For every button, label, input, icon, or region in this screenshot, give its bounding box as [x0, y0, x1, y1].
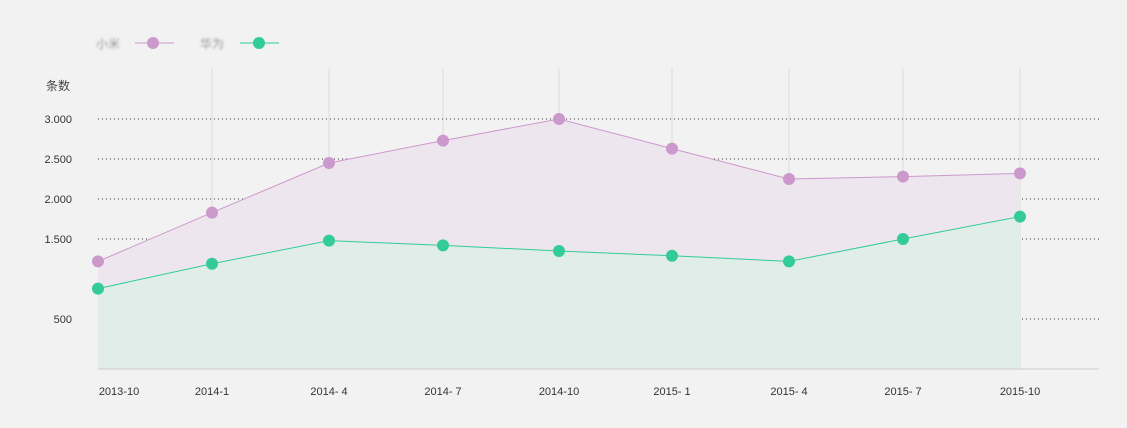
legend-marker-series-2: [253, 37, 265, 49]
y-tick-label: 3.000: [44, 114, 72, 126]
x-tick-label: 2014-10: [539, 386, 579, 398]
data-point-series-1[interactable]: [92, 255, 104, 268]
data-point-series-2[interactable]: [553, 245, 565, 257]
data-point-series-2[interactable]: [323, 234, 335, 247]
y-tick-label: 2.500: [44, 154, 72, 166]
series-points: [92, 113, 1026, 295]
legend: 小米 华为: [96, 37, 279, 51]
y-tick-label: 2.000: [44, 194, 72, 206]
series-areas: [98, 119, 1020, 369]
legend-label-series-2: 华为: [200, 37, 224, 51]
data-point-series-1[interactable]: [1014, 167, 1026, 180]
x-tick-label: 2014- 7: [424, 386, 461, 398]
data-point-series-2[interactable]: [206, 257, 218, 270]
data-point-series-1[interactable]: [553, 113, 565, 125]
y-axis-label: 条数: [46, 78, 70, 93]
y-tick-labels: 3.000 2.500 2.000 1.500 500: [44, 114, 72, 326]
data-point-series-2[interactable]: [897, 233, 909, 245]
x-tick-label: 2014- 4: [310, 386, 347, 398]
data-point-series-1[interactable]: [206, 206, 218, 219]
data-point-series-1[interactable]: [897, 170, 909, 183]
x-tick-labels: 2013-10 2014-1 2014- 4 2014- 7 2014-10 2015- …: [99, 386, 1040, 398]
series-area-2: [98, 216, 1020, 369]
data-point-series-1[interactable]: [666, 142, 678, 155]
data-point-series-2[interactable]: [666, 249, 678, 262]
data-point-series-1[interactable]: [323, 157, 335, 169]
x-tick-label: 2015- 4: [770, 386, 807, 398]
x-tick-label: 2014-1: [195, 386, 229, 398]
data-point-series-2[interactable]: [783, 255, 795, 268]
y-tick-label: 1.500: [44, 234, 72, 246]
data-point-series-2[interactable]: [92, 282, 104, 295]
data-point-series-1[interactable]: [437, 134, 449, 147]
legend-marker-series-1: [147, 37, 159, 49]
legend-label-series-1: 小米: [96, 37, 120, 51]
x-tick-label: 2015- 1: [653, 386, 690, 398]
y-tick-label: 500: [54, 314, 72, 326]
legend-item-series-2[interactable]: 华为: [200, 37, 279, 51]
data-point-series-2[interactable]: [437, 239, 449, 252]
x-tick-label: 2013-10: [99, 386, 139, 398]
x-tick-label: 2015-10: [1000, 386, 1040, 398]
x-tick-label: 2015- 7: [884, 386, 921, 398]
legend-item-series-1[interactable]: 小米: [96, 37, 174, 51]
data-point-series-2[interactable]: [1014, 210, 1026, 223]
data-point-series-1[interactable]: [783, 173, 795, 185]
